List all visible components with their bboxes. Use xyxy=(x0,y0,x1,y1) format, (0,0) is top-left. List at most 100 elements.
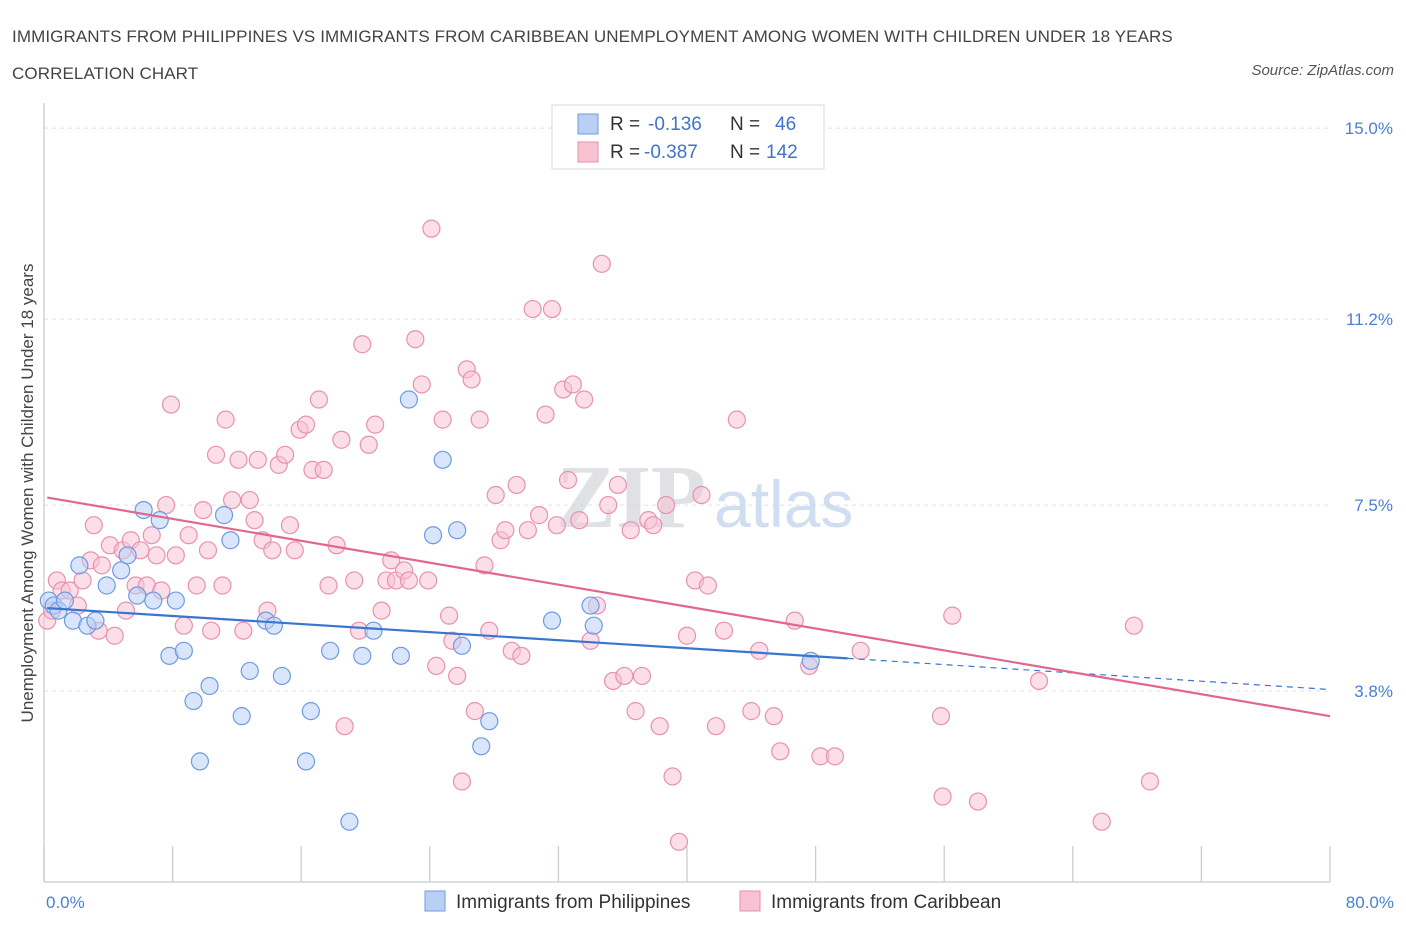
point-caribbean xyxy=(345,571,364,590)
y-axis-label: Unemployment Among Women with Children U… xyxy=(18,264,37,723)
legend-swatch-caribbean xyxy=(577,141,599,163)
point-caribbean xyxy=(280,516,300,535)
point-caribbean xyxy=(452,772,472,791)
point-caribbean xyxy=(116,601,136,620)
point-caribbean xyxy=(943,606,962,625)
x-tick-label-min: 0.0% xyxy=(46,893,85,912)
point-caribbean xyxy=(698,576,717,595)
point-caribbean xyxy=(213,576,232,595)
point-caribbean xyxy=(166,546,185,565)
point-caribbean xyxy=(353,335,372,354)
point-caribbean xyxy=(412,375,431,394)
x-tick-label-max: 80.0% xyxy=(1346,893,1394,912)
point-caribbean xyxy=(240,490,259,510)
point-caribbean xyxy=(570,511,589,530)
x-axis-ticks xyxy=(43,846,1331,882)
point-philippines xyxy=(118,546,137,565)
point-caribbean xyxy=(465,702,484,721)
point-philippines xyxy=(391,646,410,665)
point-philippines xyxy=(150,511,169,530)
point-caribbean xyxy=(296,415,316,434)
point-caribbean xyxy=(851,641,870,660)
series-legend-label-caribbean: Immigrants from Caribbean xyxy=(771,892,1001,913)
point-caribbean xyxy=(187,576,206,595)
point-philippines xyxy=(448,521,467,540)
point-philippines xyxy=(584,616,603,635)
point-caribbean xyxy=(706,717,726,736)
point-philippines xyxy=(340,812,359,831)
point-caribbean xyxy=(448,666,467,686)
point-caribbean xyxy=(764,707,783,726)
point-philippines xyxy=(364,621,383,640)
series-legend-swatch-philippines xyxy=(424,890,446,912)
point-caribbean xyxy=(714,621,734,640)
y-tick-label: 11.2% xyxy=(1346,310,1393,329)
series-legend-label-philippines: Immigrants from Philippines xyxy=(456,892,690,913)
point-caribbean xyxy=(968,792,988,811)
point-caribbean xyxy=(663,767,682,786)
point-caribbean xyxy=(771,742,790,761)
point-caribbean xyxy=(486,485,505,505)
trendline-caribbean xyxy=(47,496,1331,718)
watermark-atlas: atlas xyxy=(714,467,853,541)
point-caribbean xyxy=(314,460,333,479)
point-caribbean xyxy=(530,506,549,525)
point-caribbean xyxy=(825,747,844,766)
trendline-philippines xyxy=(47,606,848,660)
point-philippines xyxy=(97,576,116,595)
legend-r-value-philippines: -0.136 xyxy=(648,114,702,135)
point-caribbean xyxy=(575,390,594,409)
source-label: Source: ZipAtlas.com xyxy=(1251,62,1394,79)
point-caribbean xyxy=(931,707,951,726)
legend-swatch-philippines xyxy=(577,113,599,135)
y-tick-label: 7.5% xyxy=(1354,496,1393,515)
point-caribbean xyxy=(198,541,218,560)
y-tick-label: 15.0% xyxy=(1345,119,1393,138)
point-philippines xyxy=(301,702,320,721)
point-philippines xyxy=(296,752,316,771)
series-legend: Immigrants from Philippines Immigrants f… xyxy=(424,890,1001,913)
point-philippines xyxy=(144,591,163,610)
series-caribbean-points xyxy=(38,219,1160,851)
point-caribbean xyxy=(507,475,526,495)
point-philippines xyxy=(321,641,340,660)
point-caribbean xyxy=(496,521,515,540)
point-caribbean xyxy=(194,500,213,520)
point-philippines xyxy=(480,712,499,731)
point-philippines xyxy=(272,666,292,686)
point-caribbean xyxy=(669,832,689,851)
point-philippines xyxy=(433,450,452,469)
point-philippines xyxy=(423,526,443,545)
point-caribbean xyxy=(174,616,193,635)
point-philippines xyxy=(399,390,419,409)
point-caribbean xyxy=(359,435,378,454)
chart-title: IMMIGRANTS FROM PHILIPPINES VS IMMIGRANT… xyxy=(12,27,1173,83)
point-caribbean xyxy=(84,516,103,535)
stats-legend: R = -0.136 N = 46 R = -0.387 N = 142 xyxy=(551,104,825,170)
point-philippines xyxy=(581,596,600,615)
point-caribbean xyxy=(309,390,328,409)
legend-r-value-caribbean: -0.387 xyxy=(644,142,698,163)
point-caribbean xyxy=(234,621,253,640)
point-philippines xyxy=(542,611,562,630)
point-caribbean xyxy=(245,511,264,530)
legend-n-label-philippines: N = xyxy=(730,114,760,135)
trend-lines xyxy=(47,496,1331,718)
point-caribbean xyxy=(366,415,385,434)
point-caribbean xyxy=(657,495,676,515)
point-caribbean xyxy=(142,526,161,545)
point-caribbean xyxy=(202,621,221,640)
point-caribbean xyxy=(1092,812,1111,831)
point-caribbean xyxy=(332,430,351,449)
point-caribbean xyxy=(470,410,489,429)
point-caribbean xyxy=(372,601,391,620)
point-caribbean xyxy=(563,375,582,394)
point-caribbean xyxy=(285,541,304,560)
point-caribbean xyxy=(216,410,235,429)
point-caribbean xyxy=(518,521,537,540)
point-philippines xyxy=(112,561,131,580)
point-caribbean xyxy=(750,641,769,660)
point-philippines xyxy=(70,556,89,575)
point-caribbean xyxy=(229,450,248,469)
point-philippines xyxy=(166,591,185,610)
